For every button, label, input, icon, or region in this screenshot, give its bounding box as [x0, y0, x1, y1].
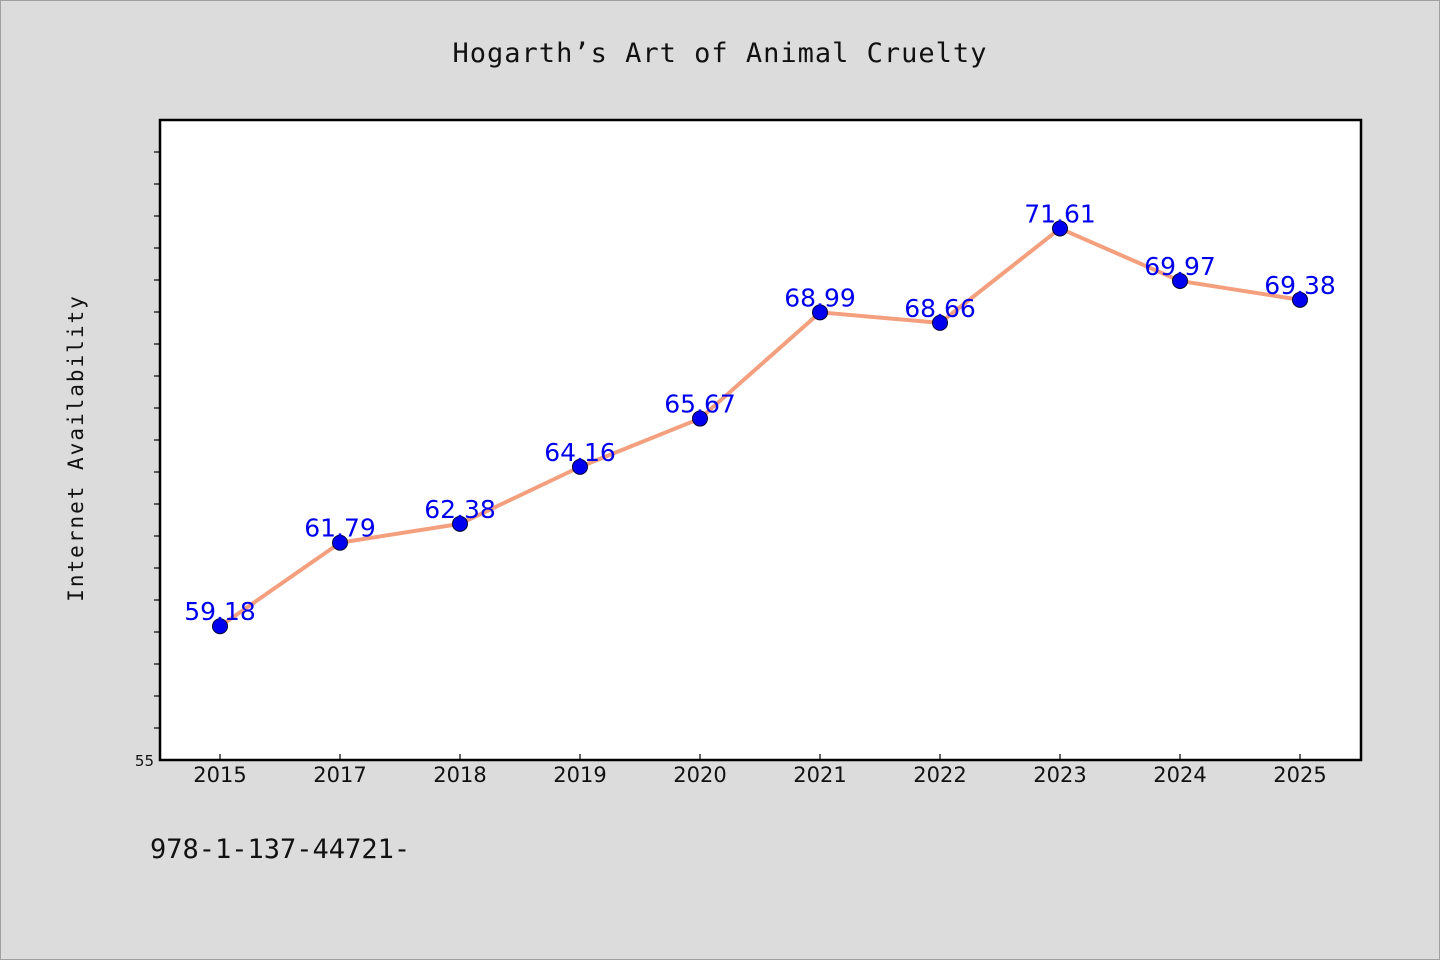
- data-label: 69.97: [1144, 252, 1216, 281]
- data-label: 59.18: [184, 597, 256, 626]
- footer-code: 978-1-137-44721-: [150, 834, 411, 865]
- data-point: [932, 314, 948, 331]
- data-label: 68.66: [904, 294, 976, 323]
- plot-border: [158, 118, 1363, 762]
- data-point: [332, 534, 348, 551]
- y-tick-label: 55: [135, 752, 154, 770]
- x-tick-label: 2022: [913, 763, 966, 787]
- data-point: [1292, 291, 1308, 308]
- x-tick-label: 2017: [313, 763, 366, 787]
- data-point: [572, 458, 588, 475]
- data-label: 68.99: [784, 283, 856, 312]
- data-label: 61.79: [304, 514, 376, 543]
- data-label: 65.67: [664, 390, 736, 419]
- series-line: [218, 226, 1302, 629]
- series-group: [218, 226, 1302, 629]
- chart-title: Hogarth’s Art of Animal Cruelty: [452, 38, 988, 69]
- plot-area: [160, 120, 1361, 760]
- x-tick-label: 2025: [1273, 763, 1326, 787]
- x-tick-label: 2019: [553, 763, 606, 787]
- data-point: [1172, 272, 1188, 289]
- data-point: [1052, 220, 1068, 237]
- data-label: 62.38: [424, 495, 496, 524]
- x-tick-label: 2018: [433, 763, 486, 787]
- data-point: [212, 618, 228, 635]
- y-axis-ticks: 55: [135, 151, 160, 770]
- point-group: [212, 220, 1308, 635]
- data-point: [812, 304, 828, 321]
- x-axis-ticks: 2015 2017 2018 2019 2020 2021 2022 2023 2024 2025: [193, 754, 1327, 787]
- data-label: 64.16: [544, 438, 616, 467]
- data-label-group: 59.18 61.79 62.38 64.16 65.67 68.99 68.66 71.61…: [184, 199, 1336, 626]
- data-point: [452, 515, 468, 532]
- x-tick-label: 2021: [793, 763, 846, 787]
- data-label: 71.61: [1024, 199, 1096, 228]
- x-tick-label: 2020: [673, 763, 726, 787]
- x-tick-label: 2015: [193, 763, 246, 787]
- data-point: [692, 410, 708, 427]
- data-label: 69.38: [1264, 271, 1336, 300]
- x-tick-label: 2023: [1033, 763, 1086, 787]
- x-tick-label: 2024: [1153, 763, 1206, 787]
